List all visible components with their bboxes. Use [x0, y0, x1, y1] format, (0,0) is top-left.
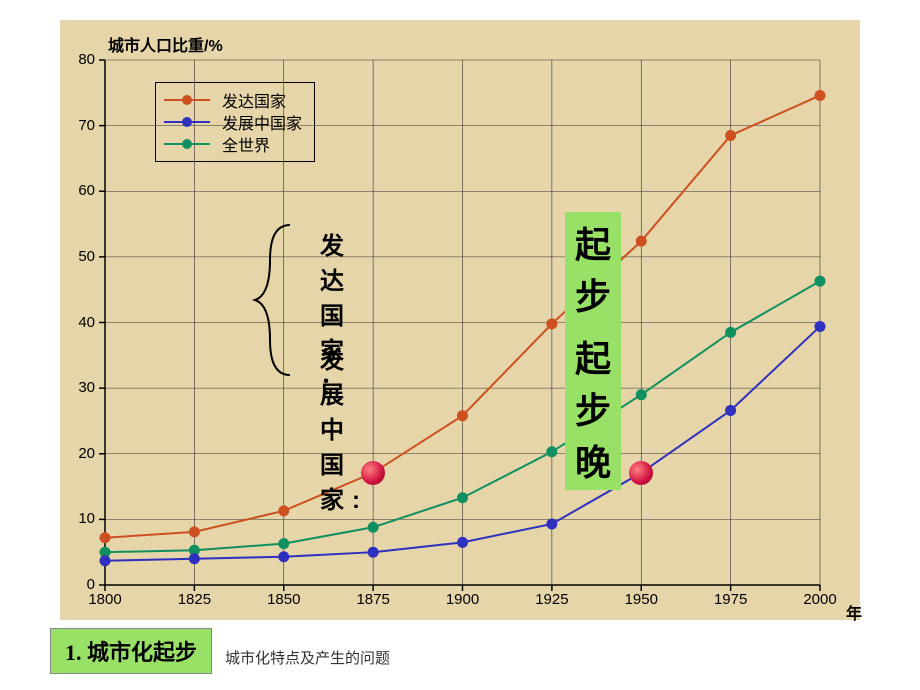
y-tick-label: 40	[67, 314, 95, 331]
legend-label: 发达国家	[222, 88, 286, 112]
x-tick-label: 1950	[619, 591, 663, 608]
y-tick-label: 70	[67, 117, 95, 134]
x-tick-label: 1925	[530, 591, 574, 608]
legend-label: 发展中国家	[222, 110, 302, 134]
legend-label: 全世界	[222, 132, 270, 156]
x-tick-label: 1875	[351, 591, 395, 608]
x-tick-label: 1850	[262, 591, 306, 608]
x-tick-label: 1975	[709, 591, 753, 608]
y-tick-label: 20	[67, 445, 95, 462]
bottom-caption: 城市化特点及产生的问题	[225, 647, 390, 668]
legend-item-world: 全世界	[164, 133, 302, 155]
x-tick-label: 2000	[798, 591, 842, 608]
y-axis-title: 城市人口比重/%	[108, 32, 223, 56]
legend: 发达国家 发展中国家 全世界	[155, 82, 315, 162]
legend-item-developing: 发展中国家	[164, 111, 302, 133]
annotation-developing-label: 发展中国家:	[320, 340, 368, 515]
y-tick-label: 80	[67, 51, 95, 68]
brace-icon	[250, 220, 310, 380]
x-tick-label: 1900	[441, 591, 485, 608]
x-tick-label: 1825	[172, 591, 216, 608]
x-axis-title: 年	[846, 600, 862, 624]
legend-item-developed: 发达国家	[164, 89, 302, 111]
y-tick-label: 30	[67, 379, 95, 396]
y-tick-label: 10	[67, 510, 95, 527]
y-tick-label: 50	[67, 248, 95, 265]
chart-svg	[0, 0, 920, 690]
annotation-developing-box: 起步晚	[565, 326, 621, 490]
bottom-title-box: 1. 城市化起步	[50, 628, 212, 674]
y-tick-label: 60	[67, 182, 95, 199]
x-tick-label: 1800	[83, 591, 127, 608]
